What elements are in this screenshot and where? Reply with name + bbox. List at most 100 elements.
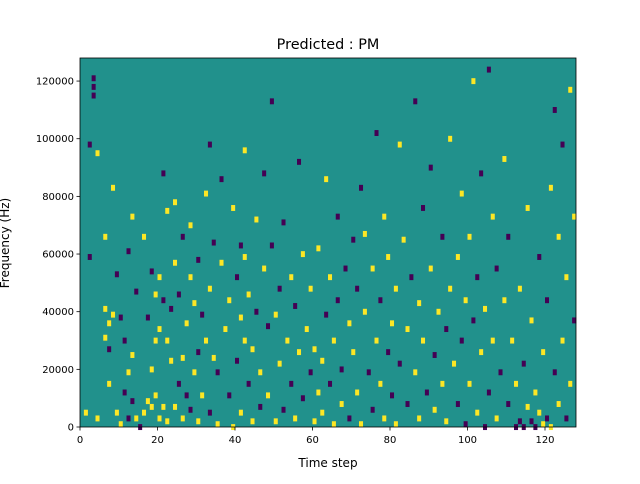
- heatmap-cell: [366, 369, 371, 376]
- heatmap-cell: [165, 207, 170, 214]
- heatmap-cell: [266, 323, 271, 330]
- heatmap-cell: [266, 392, 271, 399]
- heatmap-cell: [227, 392, 232, 399]
- heatmap-cell: [242, 254, 247, 260]
- heatmap-cell: [157, 415, 162, 422]
- heatmap-cell: [335, 213, 340, 220]
- heatmap-cell: [351, 349, 356, 356]
- heatmap-cell: [471, 317, 476, 324]
- x-axis-label: Time step: [297, 456, 357, 470]
- heatmap-cell: [397, 141, 402, 148]
- heatmap-cell: [390, 392, 395, 399]
- heatmap-cell: [564, 274, 569, 281]
- heatmap-cell: [448, 285, 453, 292]
- heatmap-cell: [192, 369, 197, 376]
- heatmap-cell: [347, 320, 352, 327]
- heatmap-cell: [254, 216, 259, 223]
- heatmap-cell: [355, 285, 360, 292]
- heatmap-cell: [122, 389, 127, 396]
- heatmap-cell: [316, 389, 321, 396]
- heatmap-cell: [517, 285, 522, 292]
- heatmap-cell: [324, 311, 329, 318]
- heatmap-cell: [122, 337, 127, 344]
- heatmap-cell: [304, 326, 309, 333]
- heatmap-cell: [91, 92, 96, 99]
- heatmap-cell: [246, 380, 251, 387]
- heatmap-cell: [196, 256, 201, 263]
- heatmap-cell: [405, 326, 410, 333]
- heatmap-cell: [142, 233, 147, 240]
- heatmap-cell: [176, 291, 181, 298]
- heatmap-cell: [455, 254, 460, 260]
- heatmap-cell: [176, 380, 181, 387]
- heatmap-cell: [452, 360, 457, 367]
- heatmap-cell: [537, 254, 542, 260]
- heatmap-cell: [126, 415, 131, 422]
- heatmap-cell: [111, 184, 116, 191]
- heatmap-cell: [440, 233, 445, 240]
- plot-area: [79, 57, 577, 431]
- heatmap-cell: [87, 254, 92, 260]
- heatmap-cell: [428, 265, 433, 272]
- heatmap-cell: [188, 222, 193, 229]
- heatmap-cell: [196, 418, 201, 425]
- heatmap-cell: [413, 369, 418, 376]
- heatmap-cell: [444, 326, 449, 333]
- y-tick-label: 100000: [36, 134, 74, 145]
- heatmap-cell: [165, 337, 170, 344]
- heatmap-cell: [324, 176, 329, 183]
- heatmap-cell: [529, 317, 534, 324]
- heatmap-cell: [514, 380, 519, 387]
- heatmap-cell: [114, 409, 119, 416]
- heatmap-cell: [161, 403, 166, 410]
- heatmap-cell: [215, 369, 220, 376]
- x-tick-label: 40: [229, 435, 242, 446]
- heatmap-cell: [463, 421, 468, 428]
- heatmap-cell: [370, 265, 375, 272]
- heatmap-cell: [448, 135, 453, 142]
- heatmap-cell: [235, 274, 240, 281]
- heatmap-cell: [393, 285, 398, 292]
- heatmap-cell: [436, 308, 441, 315]
- heatmap-cell: [525, 205, 530, 211]
- heatmap-cell: [87, 141, 92, 148]
- heatmap-cell: [339, 401, 344, 407]
- heatmap-cell: [153, 392, 158, 399]
- x-axis: 0 20 40 60 80 100 120: [77, 427, 555, 446]
- heatmap-cell: [103, 233, 108, 240]
- heatmap-cell: [471, 78, 476, 85]
- heatmap-cell: [335, 297, 340, 304]
- heatmap-cell: [161, 297, 166, 304]
- heatmap-cell: [490, 213, 495, 220]
- heatmap-cell: [459, 190, 464, 197]
- heatmap-cell: [479, 349, 484, 356]
- heatmap-cell: [273, 418, 278, 425]
- heatmap-cell: [382, 415, 387, 422]
- heatmap-cell: [153, 291, 158, 298]
- heatmap-cell: [83, 409, 88, 416]
- heatmap-cell: [223, 326, 228, 333]
- heatmap-cell: [572, 213, 577, 220]
- heatmap-cell: [231, 205, 236, 211]
- heatmap-cell: [355, 389, 360, 396]
- heatmap-cell: [246, 291, 251, 298]
- heatmap-cell: [510, 337, 515, 344]
- heatmap-cell: [525, 403, 530, 410]
- heatmap-cell: [200, 311, 205, 318]
- heatmap-cell: [467, 233, 472, 240]
- heatmap-cell: [180, 415, 185, 422]
- heatmap-cell: [269, 242, 274, 249]
- heatmap-cell: [560, 337, 565, 344]
- heatmap-cell: [273, 311, 278, 318]
- heatmap-cell: [552, 369, 557, 376]
- heatmap-cell: [157, 274, 162, 281]
- heatmap-cell: [359, 421, 364, 428]
- heatmap-cell: [475, 274, 480, 281]
- heatmap-cell: [521, 360, 526, 367]
- heatmap-cell: [180, 354, 185, 361]
- heatmap-cell: [467, 380, 472, 387]
- heatmap-cell: [157, 326, 162, 333]
- heatmap-cell: [502, 156, 507, 162]
- heatmap-cell: [95, 150, 100, 157]
- heatmap-cell: [238, 242, 243, 249]
